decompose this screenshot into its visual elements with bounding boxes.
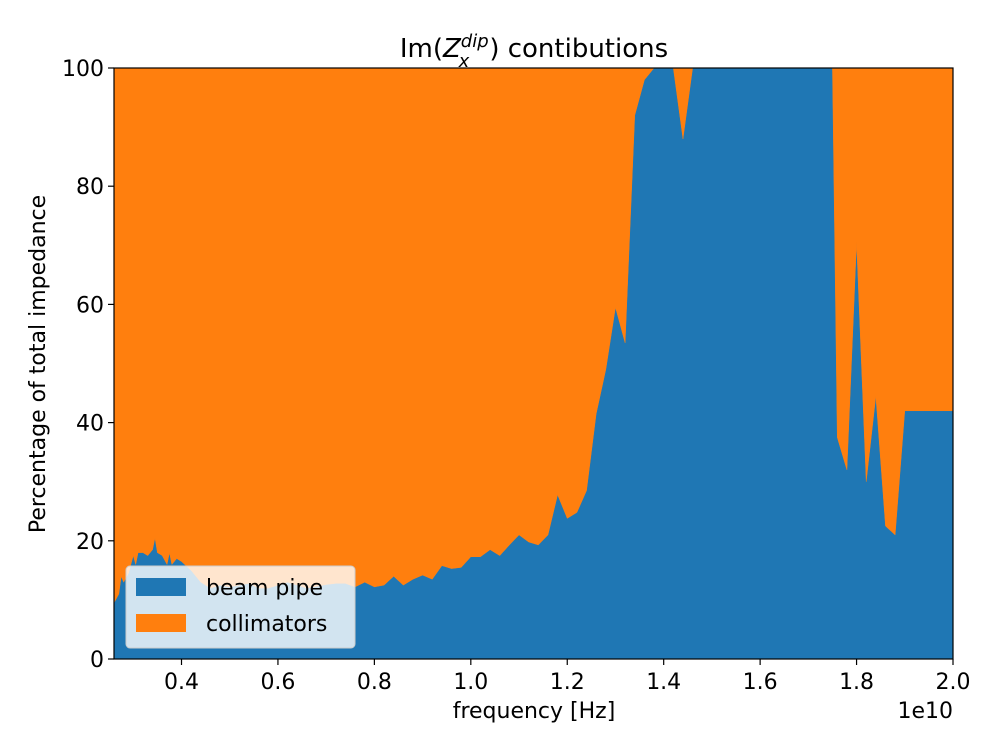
y-tick-label: 20 xyxy=(76,530,104,555)
y-tick-label: 40 xyxy=(76,412,104,437)
chart-title-suffix: ) contibutions xyxy=(489,34,668,64)
x-tick-label: 1.0 xyxy=(453,670,488,695)
x-axis-label: frequency [Hz] xyxy=(453,699,616,724)
y-tick-label: 80 xyxy=(76,175,104,200)
x-tick-label: 1.8 xyxy=(839,670,874,695)
legend-swatch-collimators xyxy=(136,614,186,632)
x-tick-label: 1.4 xyxy=(646,670,681,695)
y-tick-label: 60 xyxy=(76,293,104,318)
chart-title-subscript: x xyxy=(458,51,470,72)
chart-title-prefix: Im( xyxy=(400,34,443,64)
x-tick-label: 2.0 xyxy=(936,670,971,695)
chart-title-symbol: Z xyxy=(442,34,462,64)
axes-frame xyxy=(113,67,954,660)
chart-title-superscript: dip xyxy=(461,31,489,52)
y-tick-label: 100 xyxy=(62,57,104,82)
legend-swatch-beam-pipe xyxy=(136,578,186,596)
y-tick-label: 0 xyxy=(90,648,104,673)
x-tick-label: 0.8 xyxy=(357,670,392,695)
x-tick-label: 0.4 xyxy=(164,670,199,695)
legend-label-beam-pipe: beam pipe xyxy=(206,576,323,601)
chart-title: Im(Zdip x ) contibutions xyxy=(400,31,668,72)
x-axis-offset-text: 1e10 xyxy=(897,699,953,724)
x-tick-label: 1.6 xyxy=(743,670,778,695)
y-axis-label: Percentage of total impedance xyxy=(26,195,51,533)
legend-label-collimators: collimators xyxy=(206,612,327,637)
x-tick-label: 1.2 xyxy=(550,670,585,695)
legend: beam pipe collimators xyxy=(125,565,356,649)
x-tick-label: 0.6 xyxy=(260,670,295,695)
